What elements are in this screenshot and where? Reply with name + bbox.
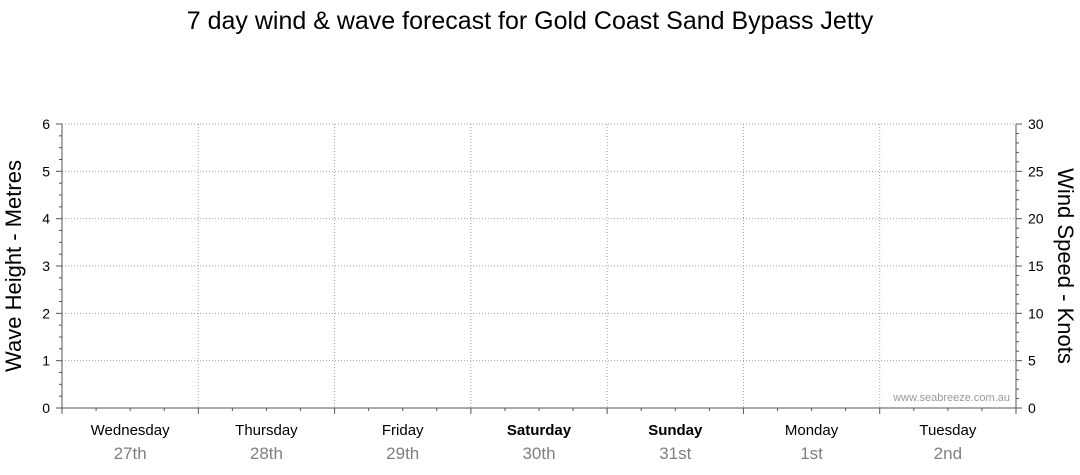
axis-layer: [56, 123, 1022, 414]
right-tick-label: 25: [1028, 163, 1044, 179]
day-date-label: 31st: [659, 444, 691, 463]
left-tick-label: 3: [42, 258, 50, 274]
right-tick-label: 30: [1028, 116, 1044, 132]
grid-layer: [62, 123, 1016, 408]
right-tick-label: 5: [1028, 353, 1036, 369]
chart-title: 7 day wind & wave forecast for Gold Coas…: [187, 7, 874, 35]
day-label-layer: Wednesday 27th Thursday 28th Friday 29th Satur…: [91, 422, 977, 463]
day-name-label: Friday: [382, 422, 424, 439]
watermark-text: www.seabreeze.com.au: [892, 392, 1010, 404]
right-tick-label: 20: [1028, 211, 1044, 227]
right-tick-label: 15: [1028, 258, 1044, 274]
day-date-label: 28th: [250, 444, 283, 463]
day-name-label: Monday: [785, 422, 839, 439]
tick-label-layer: 0 1 2 3 4 5 6 0 5 10 15 20 25 30: [42, 116, 1044, 416]
day-date-label: 27th: [114, 444, 147, 463]
left-tick-label: 6: [42, 116, 50, 132]
right-axis-title: Wind Speed - Knots: [1053, 168, 1078, 364]
left-tick-label: 1: [42, 353, 50, 369]
day-date-label: 29th: [386, 444, 419, 463]
day-name-label: Wednesday: [91, 422, 170, 439]
left-tick-label: 4: [42, 211, 50, 227]
day-date-label: 2nd: [934, 444, 962, 463]
right-tick-label: 0: [1028, 400, 1036, 416]
day-date-label: 30th: [522, 444, 555, 463]
left-tick-label: 5: [42, 163, 50, 179]
left-tick-label: 0: [42, 400, 50, 416]
left-axis-title: Wave Height - Metres: [1, 160, 26, 372]
day-name-label: Tuesday: [919, 422, 976, 439]
day-name-label: Saturday: [507, 422, 572, 439]
right-tick-label: 10: [1028, 305, 1044, 321]
day-date-label: 1st: [800, 444, 823, 463]
day-name-label: Thursday: [235, 422, 298, 439]
day-name-label: Sunday: [648, 422, 703, 439]
left-tick-label: 2: [42, 305, 50, 321]
